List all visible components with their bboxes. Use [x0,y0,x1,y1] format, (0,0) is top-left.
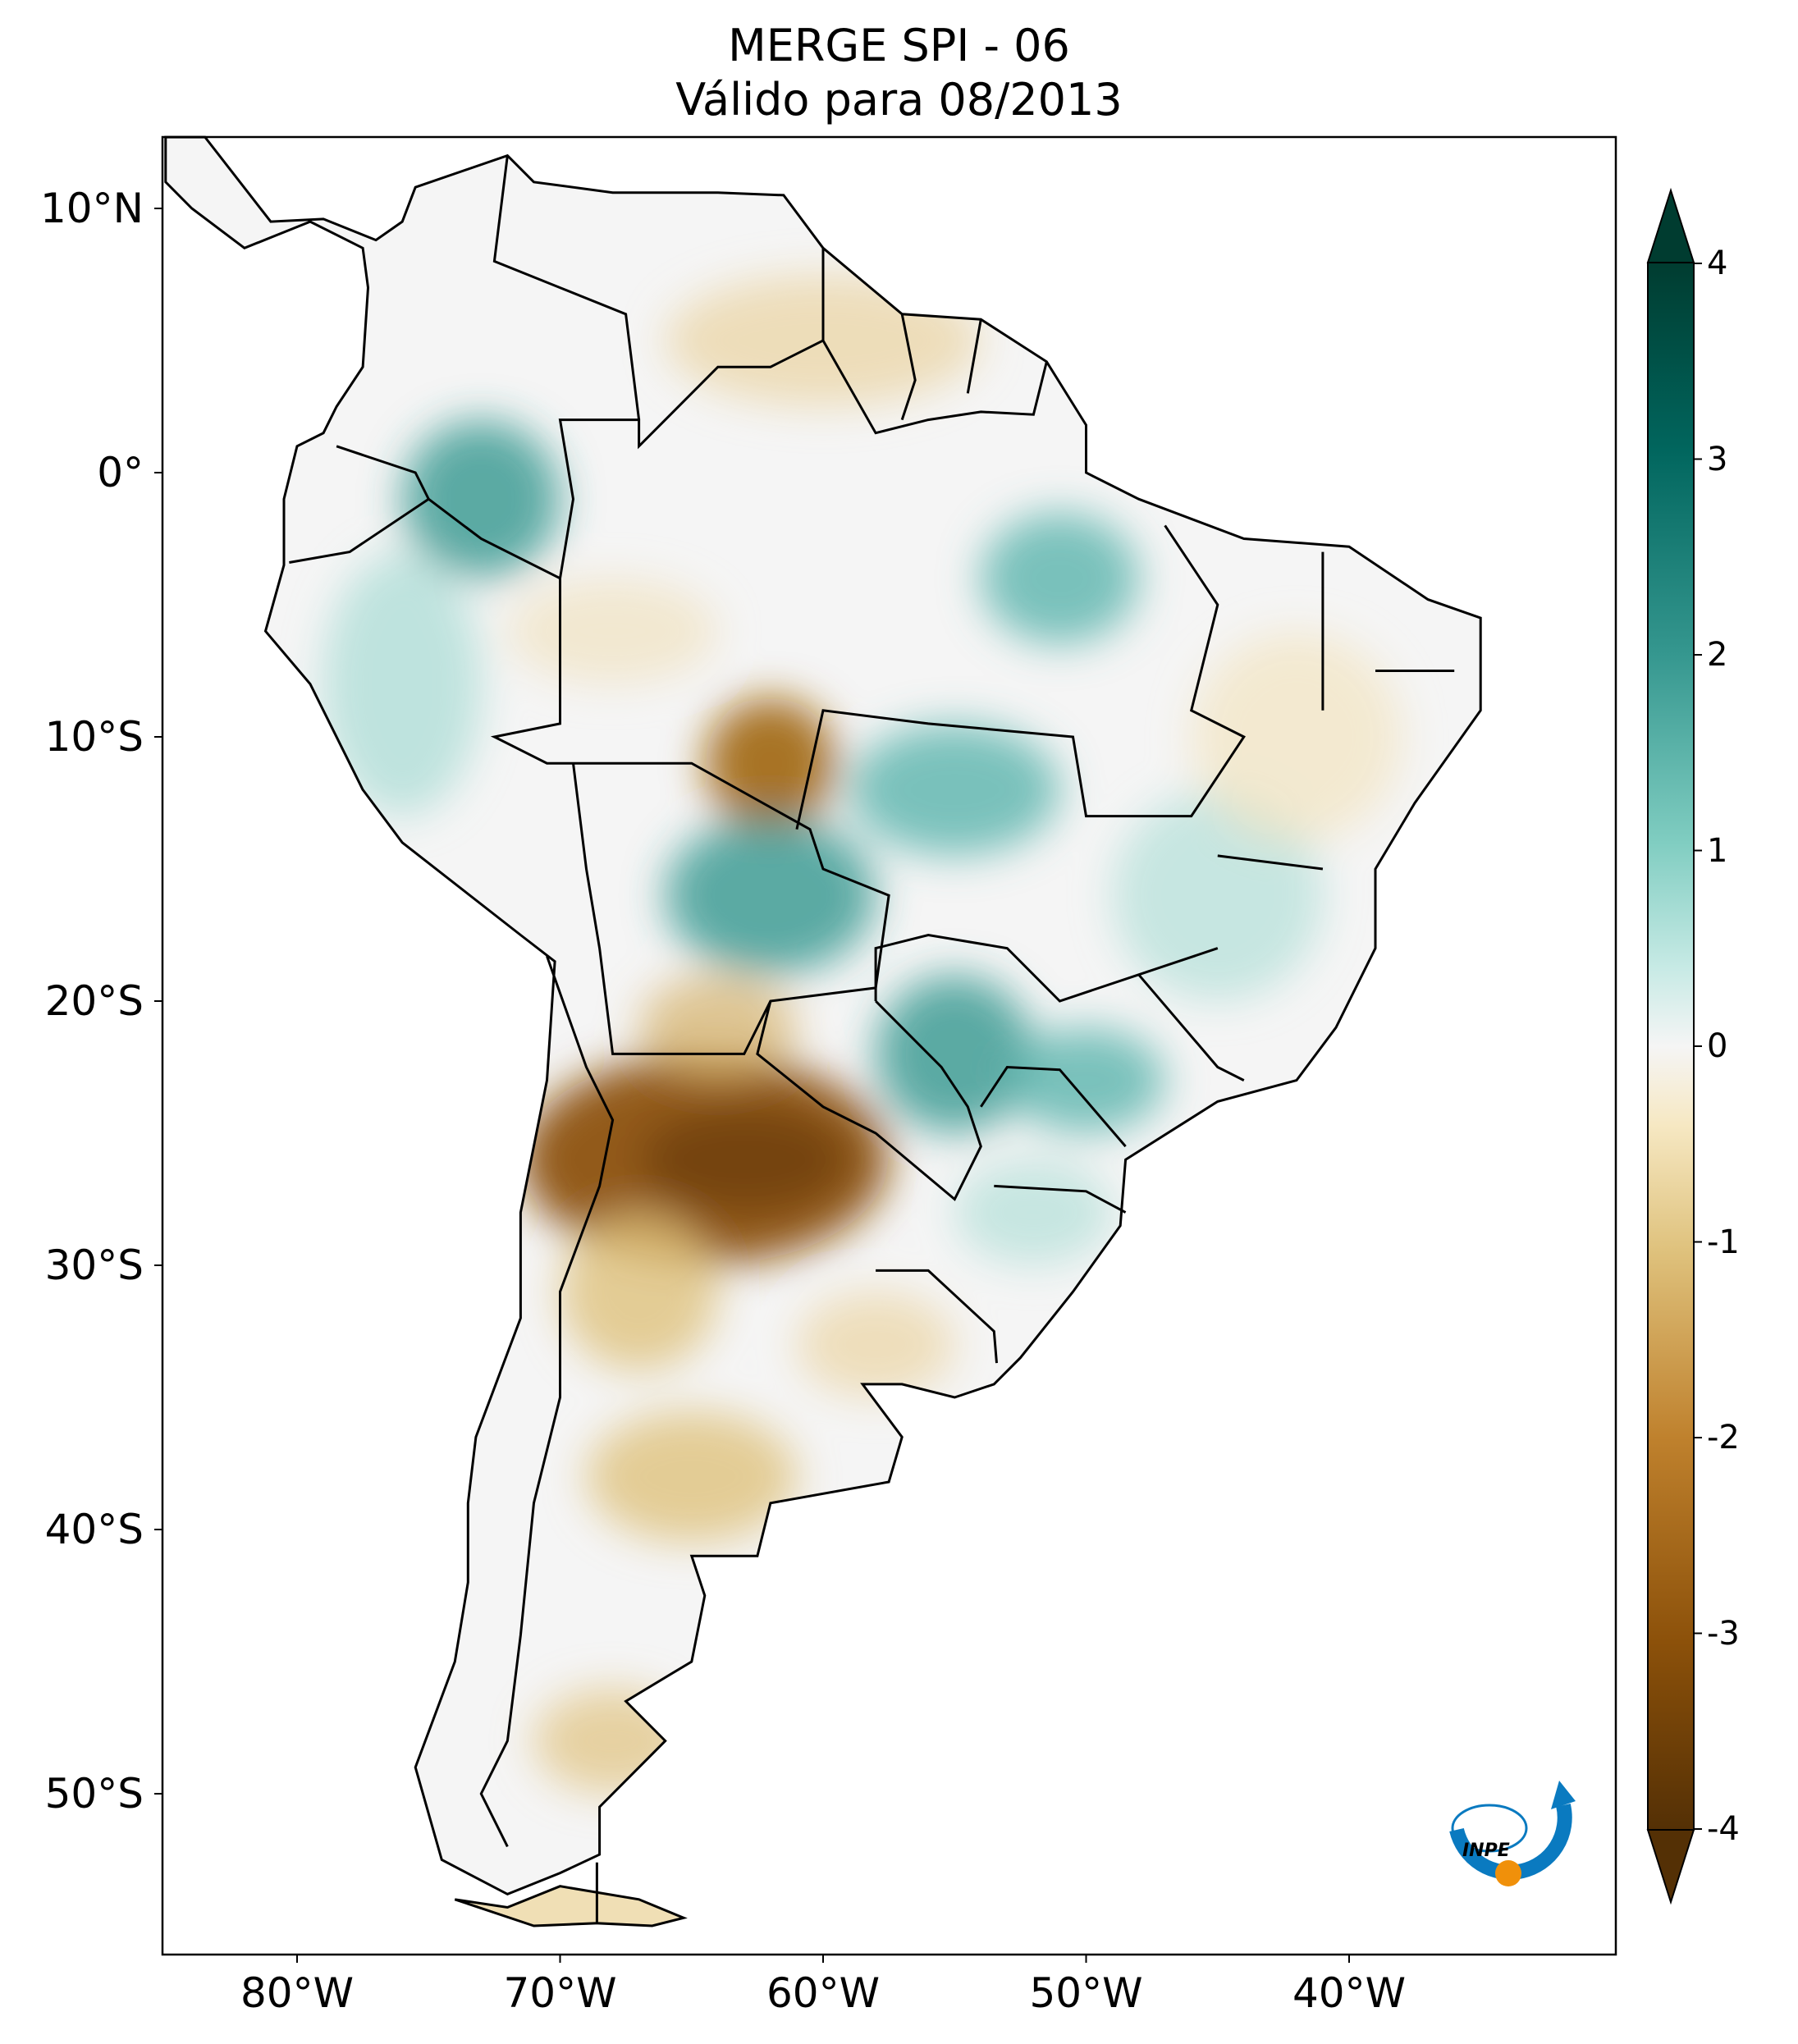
map-title: MERGE SPI - 06 [728,20,1070,71]
country-state-border [795,524,1246,830]
lon-label: 80°W [240,1969,355,2017]
lat-label: 0° [97,449,144,496]
svg-text:INPE: INPE [1462,1841,1510,1861]
spi-anomaly-region [638,1107,849,1213]
country-state-border [1217,854,1324,871]
lat-label: 30°S [44,1241,144,1289]
spi-anomaly-region [586,1411,797,1543]
spi-anomaly-region [323,552,482,816]
lon-label: 40°W [1292,1969,1407,2017]
lat-label: 10°N [39,185,144,232]
country-state-border [821,340,1048,435]
lat-label: 40°S [44,1506,144,1553]
inpe-logo-icon: INPE [1449,1781,1576,1886]
colorbar-tick-label: -3 [1707,1614,1740,1653]
spi-anomaly-region [402,420,560,578]
lat-label: 10°S [44,713,144,761]
colorbar-tick-label: 1 [1707,831,1728,870]
country-state-border [900,313,917,421]
country-state-border [479,955,615,1848]
spi-anomaly-region [849,724,1060,856]
country-state-border [980,1065,1127,1148]
lon-label: 50°W [1029,1969,1143,2017]
spi-anomaly-region [1007,1027,1165,1133]
colorbar-tick-label: -4 [1707,1810,1740,1848]
spi-anomaly-region [665,816,876,975]
spi-anomaly-region [638,975,797,1081]
map-frame [161,135,1617,1956]
lat-label: 50°S [44,1770,144,1818]
country-state-border [428,498,574,765]
spi-anomaly-region [533,1688,692,1794]
lon-label: 60°W [766,1969,881,2017]
spi-anomaly-region [954,1159,1113,1265]
spi-anomaly-region [560,1213,718,1371]
colorbar-tick-label: 2 [1707,636,1728,674]
country-state-border [994,1184,1127,1214]
country-state-border [876,1269,998,1364]
map-subtitle: Válido para 08/2013 [675,74,1123,126]
country-state-border [756,999,982,1201]
colorbar-tick-label: 3 [1707,440,1728,478]
land-area [164,135,1482,1927]
spi-anomaly-region [1191,632,1402,842]
colorbar-extend-max [1646,187,1695,263]
spi-anomaly-region [981,512,1139,644]
spi-anomaly-region [797,1292,955,1397]
tierra-del-fuego [454,1862,688,1927]
spi-anomaly-region [704,697,836,830]
country-state-border [1137,973,1245,1081]
colorbar-tick-label: 4 [1707,245,1728,282]
colorbar [1647,262,1695,1831]
lon-label: 70°W [503,1969,617,2017]
lat-label: 20°S [44,977,144,1025]
coastline [164,135,1482,1896]
colorbar-extend-min [1646,1829,1695,1905]
spi-anomaly-region [1112,790,1323,1001]
country-state-border [492,155,641,420]
colorbar-tick-label: -1 [1707,1223,1740,1261]
spi-anomaly-region [876,975,1034,1133]
country-state-border [966,318,982,394]
spi-anomaly-region [507,578,718,684]
country-state-border [558,248,825,579]
colorbar-tick-label: 0 [1707,1027,1728,1065]
colorbar-tick-label: -2 [1707,1419,1740,1456]
